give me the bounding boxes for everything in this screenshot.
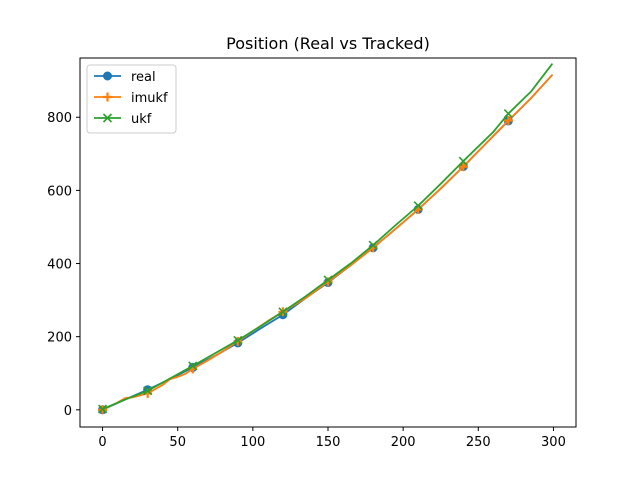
data-point-ukf: [97, 404, 108, 414]
x-tick-label: 200: [391, 435, 416, 450]
y-tick-label: 600: [47, 184, 72, 199]
legend-entry-real: real: [94, 70, 156, 85]
data-point-imukf: [458, 162, 468, 172]
y-tick-label: 400: [47, 258, 72, 273]
series-layer: [97, 63, 553, 415]
x-tick-label: 300: [541, 435, 566, 450]
x-tick-label: 0: [98, 435, 106, 450]
data-point-ukf: [323, 275, 333, 285]
data-point-ukf: [458, 156, 468, 166]
series-ukf: [97, 63, 553, 414]
legend-label-real: real: [131, 70, 156, 85]
series-line-ukf: [101, 63, 553, 410]
data-point-ukf: [503, 109, 513, 119]
x-tick-label: 50: [169, 435, 186, 450]
data-point-ukf: [368, 240, 378, 250]
data-point-imukf: [503, 116, 513, 126]
y-tick-label: 200: [47, 331, 72, 346]
data-point-ukf: [278, 307, 288, 317]
data-point-ukf: [188, 361, 198, 371]
legend-label-imukf: imukf: [131, 91, 168, 106]
chart-title: Position (Real vs Tracked): [226, 34, 430, 53]
legend-entry-imukf: imukf: [94, 91, 168, 106]
legend: real imukf ukf: [86, 64, 177, 134]
axes-layer: 0 50 100 150 200 250 300 0 200 400 600 800: [47, 57, 577, 450]
data-point-ukf: [143, 386, 153, 396]
y-tick-label: 800: [47, 111, 72, 126]
legend-marker-ukf: [102, 113, 113, 123]
data-point-ukf: [413, 201, 423, 211]
data-point-ukf: [233, 335, 243, 345]
x-tick-label: 150: [316, 435, 341, 450]
x-tick-label: 250: [466, 435, 491, 450]
legend-entry-ukf: ukf: [94, 112, 152, 127]
legend-marker-imukf: [103, 92, 112, 102]
legend-label-ukf: ukf: [131, 112, 152, 127]
x-tick-label: 100: [240, 435, 265, 450]
legend-marker-real: [103, 71, 112, 81]
y-tick-label: 0: [64, 404, 72, 419]
